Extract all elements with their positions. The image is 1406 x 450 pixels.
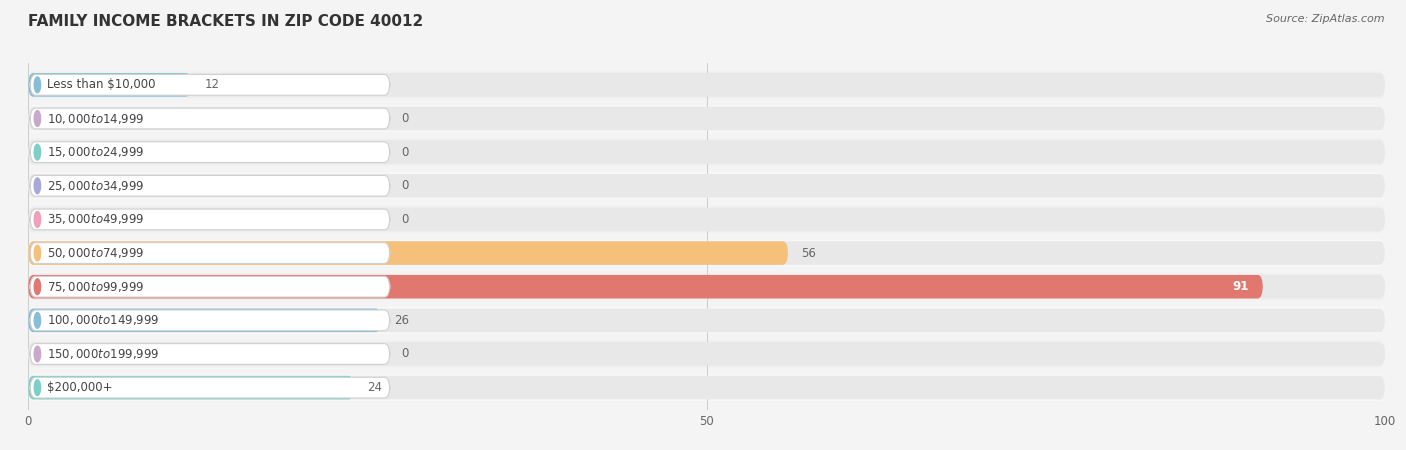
FancyBboxPatch shape bbox=[28, 275, 1385, 298]
FancyBboxPatch shape bbox=[28, 342, 1385, 366]
FancyBboxPatch shape bbox=[30, 377, 389, 398]
FancyBboxPatch shape bbox=[28, 307, 1385, 334]
Text: $10,000 to $14,999: $10,000 to $14,999 bbox=[48, 112, 145, 126]
FancyBboxPatch shape bbox=[28, 73, 1385, 97]
Text: $25,000 to $34,999: $25,000 to $34,999 bbox=[48, 179, 145, 193]
Circle shape bbox=[34, 279, 41, 295]
FancyBboxPatch shape bbox=[28, 376, 354, 400]
FancyBboxPatch shape bbox=[28, 241, 787, 265]
FancyBboxPatch shape bbox=[28, 107, 1385, 130]
Text: 0: 0 bbox=[401, 213, 409, 226]
FancyBboxPatch shape bbox=[28, 105, 1385, 132]
Circle shape bbox=[34, 77, 41, 93]
Text: $35,000 to $49,999: $35,000 to $49,999 bbox=[48, 212, 145, 226]
Circle shape bbox=[34, 111, 41, 126]
Circle shape bbox=[34, 178, 41, 194]
FancyBboxPatch shape bbox=[30, 209, 389, 230]
Text: 0: 0 bbox=[401, 146, 409, 159]
Text: 0: 0 bbox=[401, 347, 409, 360]
FancyBboxPatch shape bbox=[28, 241, 1385, 265]
Text: $100,000 to $149,999: $100,000 to $149,999 bbox=[48, 313, 160, 327]
Circle shape bbox=[34, 245, 41, 261]
Text: $150,000 to $199,999: $150,000 to $199,999 bbox=[48, 347, 160, 361]
FancyBboxPatch shape bbox=[30, 176, 389, 196]
Circle shape bbox=[34, 212, 41, 227]
FancyBboxPatch shape bbox=[30, 142, 389, 162]
Text: Less than $10,000: Less than $10,000 bbox=[48, 78, 156, 91]
Circle shape bbox=[34, 380, 41, 396]
FancyBboxPatch shape bbox=[28, 275, 1263, 298]
FancyBboxPatch shape bbox=[28, 139, 1385, 166]
Text: Source: ZipAtlas.com: Source: ZipAtlas.com bbox=[1267, 14, 1385, 23]
FancyBboxPatch shape bbox=[28, 341, 1385, 368]
FancyBboxPatch shape bbox=[30, 310, 389, 331]
FancyBboxPatch shape bbox=[30, 344, 389, 364]
FancyBboxPatch shape bbox=[28, 174, 1385, 198]
FancyBboxPatch shape bbox=[28, 374, 1385, 401]
FancyBboxPatch shape bbox=[28, 140, 1385, 164]
FancyBboxPatch shape bbox=[28, 206, 1385, 233]
Text: 0: 0 bbox=[401, 179, 409, 192]
FancyBboxPatch shape bbox=[28, 239, 1385, 266]
FancyBboxPatch shape bbox=[28, 73, 191, 97]
FancyBboxPatch shape bbox=[28, 309, 381, 332]
Text: $200,000+: $200,000+ bbox=[48, 381, 112, 394]
FancyBboxPatch shape bbox=[28, 309, 1385, 332]
FancyBboxPatch shape bbox=[28, 273, 1385, 300]
FancyBboxPatch shape bbox=[30, 108, 389, 129]
FancyBboxPatch shape bbox=[28, 207, 1385, 231]
Text: 12: 12 bbox=[204, 78, 219, 91]
Text: $75,000 to $99,999: $75,000 to $99,999 bbox=[48, 280, 145, 294]
Circle shape bbox=[34, 144, 41, 160]
FancyBboxPatch shape bbox=[30, 243, 389, 263]
FancyBboxPatch shape bbox=[28, 172, 1385, 199]
Text: 91: 91 bbox=[1233, 280, 1250, 293]
Text: FAMILY INCOME BRACKETS IN ZIP CODE 40012: FAMILY INCOME BRACKETS IN ZIP CODE 40012 bbox=[28, 14, 423, 28]
Circle shape bbox=[34, 346, 41, 362]
FancyBboxPatch shape bbox=[28, 376, 1385, 400]
FancyBboxPatch shape bbox=[30, 75, 389, 95]
Circle shape bbox=[34, 312, 41, 328]
Text: 24: 24 bbox=[367, 381, 382, 394]
Text: $50,000 to $74,999: $50,000 to $74,999 bbox=[48, 246, 145, 260]
Text: 0: 0 bbox=[401, 112, 409, 125]
FancyBboxPatch shape bbox=[30, 276, 389, 297]
Text: $15,000 to $24,999: $15,000 to $24,999 bbox=[48, 145, 145, 159]
FancyBboxPatch shape bbox=[28, 72, 1385, 98]
Text: 56: 56 bbox=[801, 247, 817, 260]
Text: 26: 26 bbox=[395, 314, 409, 327]
